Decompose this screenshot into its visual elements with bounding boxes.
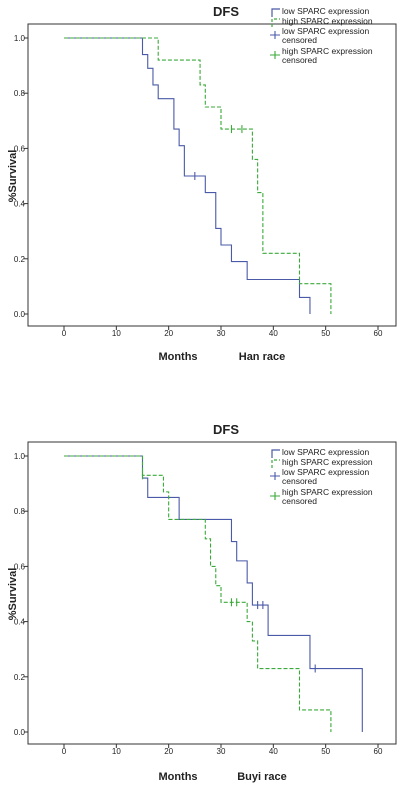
chart-buyi-race: DFS 0.0 0.2 0.4 0.6 0.8 1.0 0 10 20 30 40 50 60 Months… — [7, 422, 397, 783]
x-tick-label: 30 — [217, 747, 226, 756]
x-tick-label: 40 — [269, 747, 278, 756]
y-tick-label: 0.2 — [14, 255, 26, 264]
x-tick-label: 20 — [164, 747, 173, 756]
y-axis-label: %Survival — [7, 568, 19, 621]
legend-swatch-low-censored — [270, 31, 280, 39]
x-tick-label: 60 — [374, 747, 383, 756]
y-tick-label: 0.4 — [14, 618, 26, 627]
legend-swatch-low — [271, 449, 280, 458]
y-tick-label: 1.0 — [14, 452, 26, 461]
chart-han-race: DFS 0.0 0.2 0.4 0.6 0.8 1.0 0 10 20 30 40 50 60 Months… — [7, 4, 397, 363]
legend-swatch-high-censored — [270, 51, 280, 59]
y-tick-label: 0.6 — [14, 144, 26, 153]
legend-label-low-censored: low SPARC expression — [282, 467, 370, 477]
legend-label-high-censored-line2: censored — [282, 55, 317, 65]
x-tick-label: 50 — [321, 747, 330, 756]
legend-label-high-censored-line2: censored — [282, 496, 317, 506]
legend-swatch-high — [271, 459, 280, 468]
y-tick-label: 0.4 — [14, 200, 26, 209]
x-axis-label: Months — [158, 351, 197, 363]
legend-label-low-censored-line2: censored — [282, 35, 317, 45]
legend-label-low: low SPARC expression — [282, 6, 370, 16]
y-tick-label: 0.6 — [14, 562, 26, 571]
legend-label-low-censored-line2: censored — [282, 476, 317, 486]
legend-label-high: high SPARC expression — [282, 457, 373, 467]
series-line-high — [64, 37, 332, 314]
legend-label-high: high SPARC expression — [282, 16, 373, 26]
x-axis-label: Months — [158, 771, 197, 783]
plot-frame — [27, 441, 397, 745]
x-tick-label: 40 — [269, 329, 278, 338]
legend-label-high-censored: high SPARC expression — [282, 487, 373, 497]
y-tick-label: 0.0 — [14, 728, 26, 737]
chart-title: DFS — [213, 4, 239, 19]
y-axis-label: %Survival — [7, 150, 19, 203]
legend-swatch-high-censored — [270, 492, 280, 500]
x-tick-label: 0 — [62, 329, 67, 338]
x-tick-label: 20 — [164, 329, 173, 338]
legend-swatch-high — [271, 18, 280, 27]
series-line-high — [64, 455, 332, 732]
y-tick-label: 0.2 — [14, 673, 26, 682]
series-line-low — [64, 37, 311, 314]
x-tick-label: 50 — [321, 329, 330, 338]
y-tick-label: 0.0 — [14, 310, 26, 319]
y-tick-label: 0.8 — [14, 89, 26, 98]
plot-frame — [27, 23, 397, 327]
legend-label-low: low SPARC expression — [282, 447, 370, 457]
x-axis-label-note: Buyi race — [237, 771, 287, 783]
x-tick-label: 10 — [112, 747, 121, 756]
chart-title: DFS — [213, 422, 239, 437]
x-axis-label-note: Han race — [239, 351, 285, 363]
x-tick-label: 10 — [112, 329, 121, 338]
x-tick-label: 0 — [62, 747, 67, 756]
legend-label-low-censored: low SPARC expression — [282, 26, 370, 36]
legend-label-high-censored: high SPARC expression — [282, 46, 373, 56]
legend-swatch-low — [271, 8, 280, 17]
legend-swatch-low-censored — [270, 472, 280, 480]
x-tick-label: 30 — [217, 329, 226, 338]
x-tick-label: 60 — [374, 329, 383, 338]
y-tick-label: 1.0 — [14, 34, 26, 43]
y-tick-label: 0.8 — [14, 507, 26, 516]
series-line-low — [64, 455, 363, 732]
